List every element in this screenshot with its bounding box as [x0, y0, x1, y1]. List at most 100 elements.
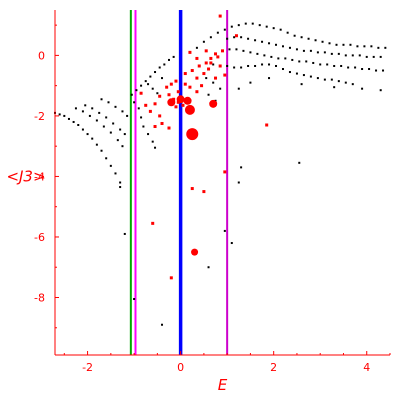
y-tick-label: -6 — [34, 231, 45, 244]
data-point — [307, 37, 310, 40]
ticks-group: -2 0 2 4 0 -2 -4 -6 -8 — [34, 24, 391, 374]
data-point — [337, 80, 340, 83]
data-point — [218, 64, 222, 68]
data-point — [300, 83, 303, 86]
data-point — [293, 34, 296, 37]
data-point — [121, 145, 124, 148]
data-point — [142, 125, 145, 128]
data-point — [323, 51, 326, 54]
data-point — [247, 64, 250, 67]
data-point — [119, 186, 122, 189]
data-point — [135, 89, 138, 92]
data-point — [195, 46, 198, 49]
large-data-point — [184, 104, 195, 115]
data-point — [153, 125, 157, 129]
data-point — [291, 58, 294, 61]
data-point — [74, 107, 77, 110]
data-point — [268, 77, 271, 80]
data-point — [151, 221, 155, 225]
data-point — [240, 36, 243, 39]
data-point — [295, 72, 298, 75]
data-point — [223, 28, 226, 31]
data-point — [270, 55, 273, 58]
data-point — [281, 45, 284, 48]
data-point — [212, 63, 215, 66]
data-point — [223, 73, 227, 77]
data-point — [265, 25, 268, 28]
data-point — [244, 22, 247, 25]
data-point — [379, 55, 382, 58]
data-point — [249, 81, 252, 84]
data-point — [209, 56, 213, 60]
data-point — [147, 133, 150, 136]
data-point — [86, 133, 89, 136]
data-point — [258, 24, 261, 27]
data-point — [95, 143, 98, 146]
data-point — [84, 104, 87, 107]
data-point — [328, 42, 331, 45]
data-point — [377, 46, 380, 49]
data-point — [151, 87, 154, 90]
data-point — [161, 77, 164, 80]
data-point — [169, 276, 173, 280]
data-point — [183, 82, 187, 86]
data-point — [167, 126, 171, 130]
data-point — [242, 49, 245, 52]
data-point — [207, 67, 211, 71]
data-point — [197, 64, 201, 68]
data-point — [102, 125, 105, 128]
data-point — [309, 75, 312, 78]
x-tick-label: 2 — [270, 361, 277, 374]
data-point — [284, 57, 287, 60]
y-tick-label: -8 — [34, 292, 45, 305]
data-point — [305, 60, 308, 63]
data-point — [219, 87, 222, 90]
x-tick-label: 0 — [177, 361, 184, 374]
data-point — [172, 55, 175, 58]
data-point — [140, 84, 143, 87]
data-point — [351, 83, 354, 86]
data-point — [119, 181, 122, 184]
data-point — [237, 181, 240, 184]
data-point — [88, 114, 91, 117]
data-point — [154, 146, 157, 149]
data-point — [214, 52, 218, 56]
data-point — [356, 45, 359, 48]
data-point — [216, 55, 220, 59]
data-point — [277, 57, 280, 60]
data-point — [202, 190, 206, 194]
y-tick-label: -2 — [34, 110, 45, 123]
data-point — [123, 133, 126, 136]
data-point — [218, 14, 222, 18]
data-point — [126, 114, 129, 117]
data-point — [95, 119, 98, 122]
vertical-lines-group — [129, 10, 229, 355]
data-point — [158, 94, 162, 98]
data-point — [288, 46, 291, 49]
data-point — [207, 93, 210, 96]
data-point — [372, 55, 375, 58]
data-point — [167, 58, 170, 61]
data-point — [268, 42, 271, 45]
data-point — [261, 40, 264, 43]
large-data-point — [183, 96, 192, 105]
data-point — [107, 101, 110, 104]
data-point — [298, 60, 301, 63]
data-point — [365, 55, 368, 58]
data-point — [144, 80, 147, 83]
data-point — [326, 63, 329, 66]
data-point — [342, 43, 345, 46]
data-point — [181, 103, 185, 107]
data-point — [254, 64, 257, 67]
data-point — [347, 66, 350, 69]
data-point — [137, 107, 140, 110]
data-point — [340, 64, 343, 67]
data-point — [228, 48, 231, 51]
data-point — [237, 87, 240, 90]
data-point — [105, 157, 108, 160]
data-point — [226, 37, 229, 40]
large-data-point — [191, 248, 199, 256]
data-point — [174, 105, 178, 109]
x-axis-label: E — [218, 376, 228, 394]
